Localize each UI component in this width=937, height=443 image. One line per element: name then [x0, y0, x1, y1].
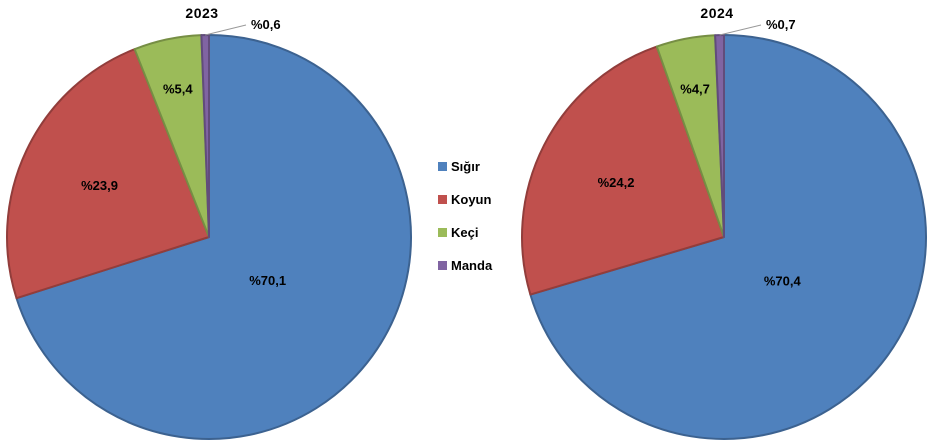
- legend-label-manda: Manda: [451, 257, 493, 273]
- legend-label-keci: Keçi: [451, 224, 479, 240]
- legend-marker-manda: [438, 260, 447, 270]
- chart-title-2023: 2023: [185, 5, 219, 21]
- legend-label-sigir: Sığır: [451, 158, 480, 174]
- legend-item-koyun: Koyun: [438, 190, 492, 208]
- slice-label-koyun-2024: %24,2: [598, 175, 635, 190]
- slice-label-manda-2023: %0,6: [251, 17, 281, 32]
- legend-marker-sigir: [438, 161, 447, 171]
- slice-label-manda-2024: %0,7: [766, 17, 796, 32]
- slice-label-sigir-2023: %70,1: [249, 273, 286, 288]
- pie-slice-manda-2023: [200, 33, 210, 238]
- legend-item-sigir: Sığır: [438, 157, 492, 175]
- pie-slice-manda-2024: [714, 34, 725, 238]
- slice-label-keci-2023: %5,4: [163, 82, 193, 97]
- pie-2023: %70,1 %23,9 %5,4 %0,6: [6, 17, 412, 440]
- label-leader-line-2023: [205, 24, 247, 36]
- slice-label-keci-2024: %4,7: [680, 81, 710, 96]
- slice-label-sigir-2024: %70,4: [764, 274, 802, 289]
- slice-label-koyun-2023: %23,9: [81, 178, 118, 193]
- legend-label-koyun: Koyun: [451, 191, 492, 207]
- legend-marker-keci: [438, 227, 447, 237]
- label-leader-line-2024: [719, 24, 762, 36]
- legend-item-manda: Manda: [438, 256, 492, 274]
- legend: Sığır Koyun Keçi Manda: [438, 157, 492, 289]
- legend-item-keci: Keçi: [438, 223, 492, 241]
- chart-title-2024: 2024: [700, 5, 734, 21]
- legend-marker-koyun: [438, 194, 447, 204]
- pie-slice-sigir-2024: [529, 34, 928, 440]
- pie-slice-sigir-2023: [15, 34, 412, 440]
- pie-2024: %70,4 %24,2 %4,7 %0,7: [521, 17, 928, 440]
- pie-slice-koyun-2024: [521, 45, 725, 296]
